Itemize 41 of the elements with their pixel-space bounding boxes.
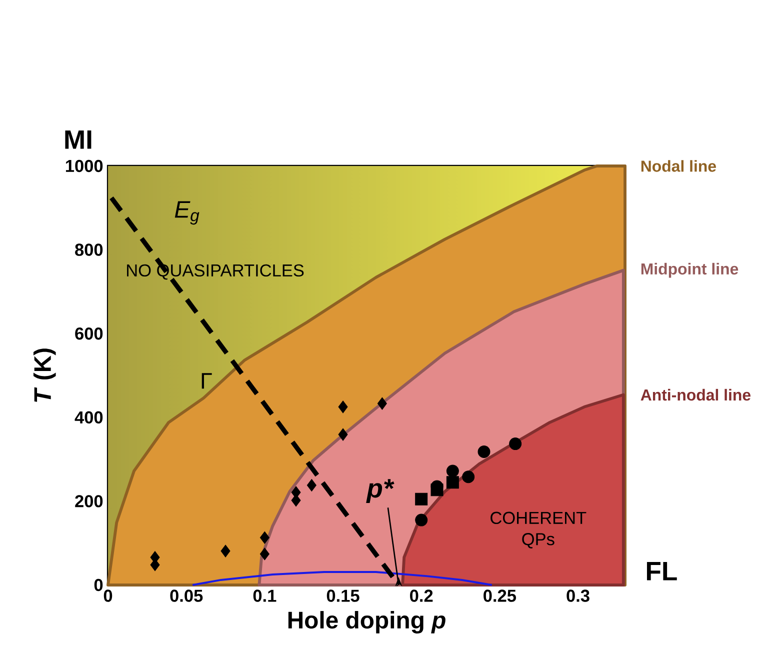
- point: [415, 492, 428, 506]
- series-label: Nodal line: [641, 160, 716, 172]
- series-label: Anti-nodal line: [640, 388, 751, 401]
- point: [462, 470, 475, 484]
- y-tick-label: 600: [75, 327, 103, 340]
- x-tick-label: 0.3: [566, 590, 590, 602]
- point: [430, 484, 444, 496]
- series-label: Midpoint line: [641, 262, 738, 278]
- x-tick-label: 0.05: [170, 590, 203, 602]
- text: FL: [646, 562, 677, 580]
- x-tick-label: 0.25: [484, 590, 516, 602]
- point: [260, 531, 270, 544]
- y-tick-label: 400: [74, 411, 103, 424]
- x-tick-label: 0: [104, 590, 112, 602]
- point: [338, 428, 348, 441]
- annotation: Γ: [202, 373, 212, 389]
- annotation: E$_{g}$: [174, 201, 200, 225]
- annotation: COHERENT QPs: [490, 512, 586, 548]
- y-axis-title: T (K): [33, 348, 56, 402]
- annotation: NO QUASIPARTICLES: [127, 264, 304, 280]
- x-tick-label: 0.1: [253, 590, 276, 602]
- point: [478, 446, 490, 458]
- point: [338, 400, 348, 414]
- text: MI: [65, 130, 92, 149]
- point: [509, 438, 522, 450]
- point: [220, 544, 230, 558]
- y-tick-label: 200: [75, 495, 103, 508]
- point: [446, 464, 459, 478]
- x-axis-title: Hole doping p: [288, 611, 446, 634]
- y-tick-label: 0: [94, 578, 103, 592]
- y-tick-label: 800: [75, 244, 103, 256]
- x-tick-label: 0.15: [326, 590, 360, 602]
- line-series: [192, 571, 493, 586]
- point: [415, 514, 428, 526]
- point: [260, 548, 270, 560]
- point: [306, 479, 316, 492]
- x-tick-label: 0.2: [410, 590, 433, 602]
- point: [446, 476, 459, 489]
- point: [377, 397, 387, 410]
- y-tick-label: 1000: [66, 160, 103, 172]
- annotation: p*: [366, 479, 394, 503]
